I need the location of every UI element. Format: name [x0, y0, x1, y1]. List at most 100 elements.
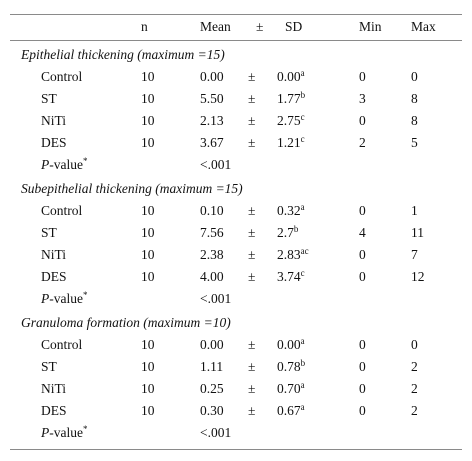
cell: 12 [411, 269, 425, 284]
cell: ± [248, 113, 256, 128]
cell: 0 [359, 113, 366, 128]
cell: 0 [359, 269, 366, 284]
header-cell: Mean [200, 19, 231, 34]
cell: 7.56 [200, 225, 224, 240]
cell: 2.83ac [277, 246, 309, 263]
cell: 8 [411, 91, 418, 106]
p-value-label: P-value* [41, 291, 87, 307]
superscript: b [300, 90, 306, 100]
p-italic: P [41, 425, 50, 440]
cell: Control [41, 69, 83, 84]
cell: 10 [141, 269, 155, 284]
superscript: c [300, 134, 305, 144]
superscript: a [300, 336, 305, 346]
cell: 2.75c [277, 112, 305, 129]
p-rest: -value [49, 157, 83, 172]
cell: 10 [141, 113, 155, 128]
header-cell: n [141, 19, 148, 34]
cell: 10 [141, 135, 155, 150]
cell: ± [248, 203, 256, 218]
cell: 1 [411, 203, 418, 218]
header-cell: Max [411, 19, 436, 34]
cell: 3.67 [200, 135, 224, 150]
cell: 4 [359, 225, 366, 240]
cell: 10 [141, 247, 155, 262]
cell: Control [41, 203, 83, 218]
section-title: Epithelial thickening (maximum =15) [21, 47, 225, 62]
cell: 0.30 [200, 403, 224, 418]
cell: 0.78b [277, 358, 306, 375]
superscript: a [300, 68, 305, 78]
cell: ± [248, 269, 256, 284]
section-title: Granuloma formation (maximum =10) [21, 315, 231, 330]
cell: ± [248, 69, 256, 84]
cell: 5 [411, 135, 418, 150]
cell: 10 [141, 359, 155, 374]
cell: ± [248, 381, 256, 396]
cell: ± [248, 337, 256, 352]
p-rest: -value [49, 425, 83, 440]
cell: NiTi [41, 381, 67, 396]
top-rule [10, 14, 462, 15]
cell: 2 [411, 403, 418, 418]
cell: 2.13 [200, 113, 224, 128]
cell: 5.50 [200, 91, 224, 106]
header-cell: ± [256, 19, 264, 34]
cell: 1.77b [277, 90, 306, 107]
cell: Control [41, 337, 83, 352]
superscript: c [300, 268, 305, 278]
cell: 2.38 [200, 247, 224, 262]
cell: 2 [359, 135, 366, 150]
p-value: <.001 [200, 425, 232, 440]
cell: 11 [411, 225, 424, 240]
superscript: a [300, 380, 305, 390]
cell: 10 [141, 381, 155, 396]
p-italic: P [41, 157, 50, 172]
cell: ± [248, 247, 256, 262]
header-cell: SD [285, 19, 303, 34]
superscript: ac [300, 246, 309, 256]
cell: 0 [411, 337, 418, 352]
p-note: * [82, 290, 88, 300]
cell: 0.25 [200, 381, 224, 396]
cell: 1.11 [200, 359, 224, 374]
cell: ST [41, 91, 57, 106]
cell: 0.32a [277, 202, 305, 219]
header-rule [10, 40, 462, 41]
cell: ± [248, 225, 256, 240]
superscript: c [300, 112, 305, 122]
cell: 0.67a [277, 402, 305, 419]
cell: 10 [141, 403, 155, 418]
p-note: * [82, 156, 88, 166]
p-value: <.001 [200, 291, 232, 306]
cell: 4.00 [200, 269, 224, 284]
cell: 10 [141, 337, 155, 352]
p-value-label: P-value* [41, 157, 87, 173]
p-note: * [82, 424, 88, 434]
cell: 0.00 [200, 69, 224, 84]
cell: DES [41, 135, 67, 150]
cell: 10 [141, 203, 155, 218]
cell: ± [248, 359, 256, 374]
cell: 8 [411, 113, 418, 128]
cell: 0 [359, 247, 366, 262]
cell: 0 [359, 69, 366, 84]
cell: 10 [141, 225, 155, 240]
cell: 10 [141, 91, 155, 106]
cell: ST [41, 225, 57, 240]
cell: 2 [411, 381, 418, 396]
cell: ± [248, 135, 256, 150]
cell: 0.00a [277, 336, 305, 353]
cell: 0.00a [277, 68, 305, 85]
cell: 2.7b [277, 224, 299, 241]
cell: 0.00 [200, 337, 224, 352]
cell: 2 [411, 359, 418, 374]
cell: DES [41, 403, 67, 418]
superscript: b [293, 224, 299, 234]
p-rest: -value [49, 291, 83, 306]
cell: 0 [359, 403, 366, 418]
cell: NiTi [41, 247, 67, 262]
cell: 0.10 [200, 203, 224, 218]
cell: 0 [359, 203, 366, 218]
